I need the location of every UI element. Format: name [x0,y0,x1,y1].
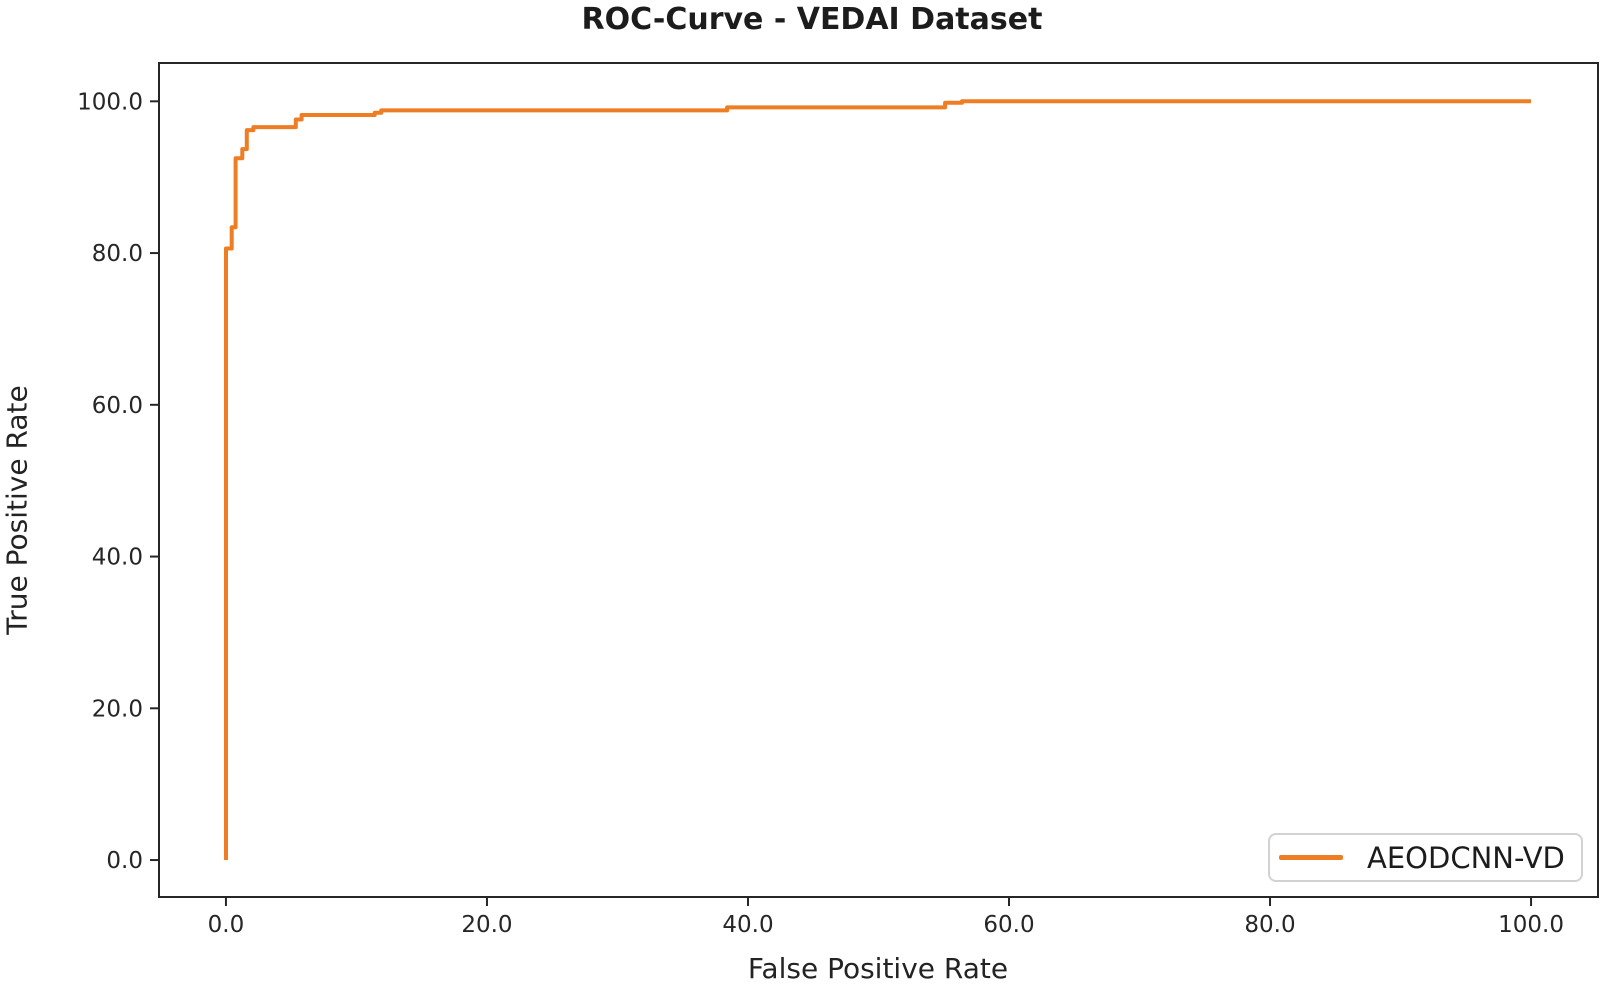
chart-title: ROC-Curve - VEDAI Dataset [581,2,1043,37]
x-tick-label: 100.0 [1498,912,1564,938]
roc-curve-AEODCNN-VD [224,99,1531,860]
legend-entry-label: AEODCNN-VD [1367,840,1565,875]
x-tick-label: 60.0 [983,912,1034,938]
legend-box: AEODCNN-VD [1268,833,1583,882]
x-axis-label: False Positive Rate [747,952,1009,985]
y-tick-label: 40.0 [92,545,143,571]
axes-spines [158,62,1599,898]
x-tick-label: 20.0 [461,912,512,938]
x-tick-label: 0.0 [208,912,245,938]
y-tick-label: 100.0 [77,89,143,115]
y-tick-label: 20.0 [92,696,143,722]
x-tick-label: 40.0 [722,912,773,938]
x-tick-label: 80.0 [1244,912,1295,938]
y-tick-label: 60.0 [92,393,143,419]
y-tick-label: 0.0 [106,848,143,874]
legend-line-sample [1279,855,1343,860]
y-tick-label: 80.0 [92,241,143,267]
